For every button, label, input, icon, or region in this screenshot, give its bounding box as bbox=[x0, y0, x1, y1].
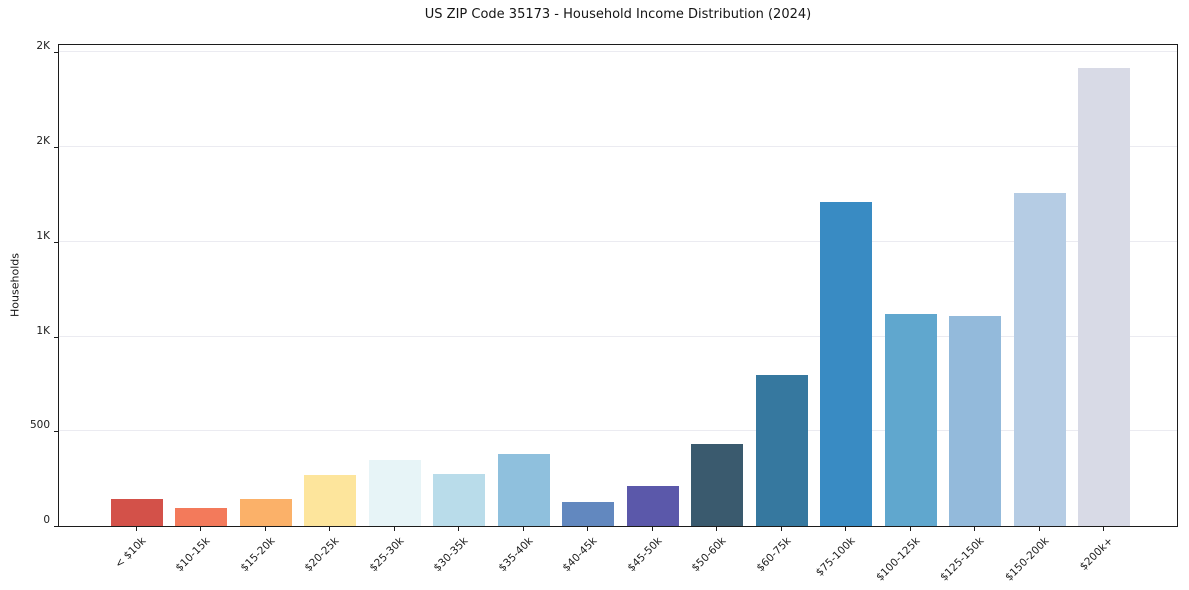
x-tick-label: $25-30k bbox=[366, 535, 406, 575]
bar-25-30k bbox=[368, 459, 421, 526]
x-axis-tick-mark bbox=[1103, 527, 1104, 531]
y-tick-label: 1K bbox=[36, 229, 50, 242]
y-tick-label: 1K bbox=[36, 324, 50, 337]
gridline bbox=[59, 335, 1177, 337]
x-tick-label: < $10k bbox=[112, 535, 148, 571]
bar-35-40k bbox=[497, 454, 550, 526]
x-axis-tick-mark bbox=[974, 527, 975, 531]
y-axis-tick-mark bbox=[54, 147, 58, 149]
bar-30-35k bbox=[433, 473, 485, 526]
x-tick-label: $45-50k bbox=[624, 535, 664, 575]
y-axis-tick-mark bbox=[54, 526, 58, 527]
x-tick-label: $200k+ bbox=[1077, 535, 1116, 573]
y-axis-tick-mark bbox=[54, 241, 58, 243]
x-tick-label: $125-150k bbox=[937, 535, 987, 584]
y-axis-label: Households bbox=[8, 253, 22, 317]
x-axis-tick-mark bbox=[845, 527, 846, 531]
y-axis-tick-mark bbox=[54, 336, 58, 338]
bar-10-15k bbox=[175, 508, 227, 526]
y-tick-label: 0 bbox=[43, 514, 50, 526]
x-tick-label: $150-200k bbox=[1002, 535, 1051, 584]
bar-45-50k bbox=[626, 486, 679, 526]
x-tick-label: $50-60k bbox=[689, 535, 729, 575]
bar-10k bbox=[110, 498, 163, 526]
x-axis-tick-mark bbox=[458, 527, 459, 531]
bar-150-200k bbox=[1013, 192, 1066, 526]
x-tick-label: $60-75k bbox=[753, 535, 793, 575]
x-tick-label: $30-35k bbox=[431, 535, 471, 575]
x-tick-label: $35-40k bbox=[495, 535, 535, 575]
y-tick-label: 2K bbox=[36, 40, 50, 53]
x-axis-tick-mark bbox=[200, 527, 201, 531]
x-axis-tick-mark bbox=[329, 527, 330, 531]
x-tick-label: $20-25k bbox=[302, 535, 342, 575]
x-axis-tick-mark bbox=[264, 527, 266, 531]
x-axis-tick-mark bbox=[135, 527, 137, 531]
bar-125-150k bbox=[949, 315, 1001, 526]
x-axis-tick-mark bbox=[522, 527, 524, 531]
x-tick-label: $75-100k bbox=[813, 535, 858, 579]
bar-60-75k bbox=[755, 375, 808, 526]
bar-75-100k bbox=[820, 202, 872, 526]
x-axis-tick-mark bbox=[780, 527, 782, 531]
gridline bbox=[59, 146, 1177, 148]
bar-40-45k bbox=[562, 502, 614, 526]
bar-15-20k bbox=[239, 499, 292, 526]
y-tick-label: 500 bbox=[29, 419, 50, 432]
x-axis-tick-mark bbox=[909, 527, 911, 531]
x-axis-tick-mark bbox=[393, 527, 395, 531]
x-tick-label: $100-125k bbox=[873, 535, 922, 584]
x-tick-label: $10-15k bbox=[173, 535, 213, 575]
bar-50-60k bbox=[691, 443, 743, 526]
gridline bbox=[59, 51, 1177, 53]
y-axis-tick-mark bbox=[54, 431, 58, 433]
x-axis-tick-mark bbox=[716, 527, 717, 531]
plot-area: 0 500 1K 1K 2K 2K bbox=[30, 40, 1178, 527]
x-tick-label: $15-20k bbox=[237, 535, 277, 575]
gridline bbox=[59, 240, 1177, 242]
chart-title: US ZIP Code 35173 - Household Income Dis… bbox=[424, 7, 812, 22]
x-axis-tick-mark bbox=[1038, 527, 1040, 531]
x-tick-label: $40-45k bbox=[560, 535, 600, 575]
bar-20-25k bbox=[304, 474, 356, 526]
y-tick-label: 2K bbox=[36, 135, 50, 148]
x-axis-tick-mark bbox=[587, 527, 588, 531]
y-axis-tick-mark bbox=[54, 52, 58, 54]
gridline bbox=[59, 430, 1177, 432]
bar-100-125k bbox=[884, 313, 937, 526]
bar-200k bbox=[1078, 67, 1130, 526]
x-axis-tick-mark bbox=[651, 527, 653, 531]
